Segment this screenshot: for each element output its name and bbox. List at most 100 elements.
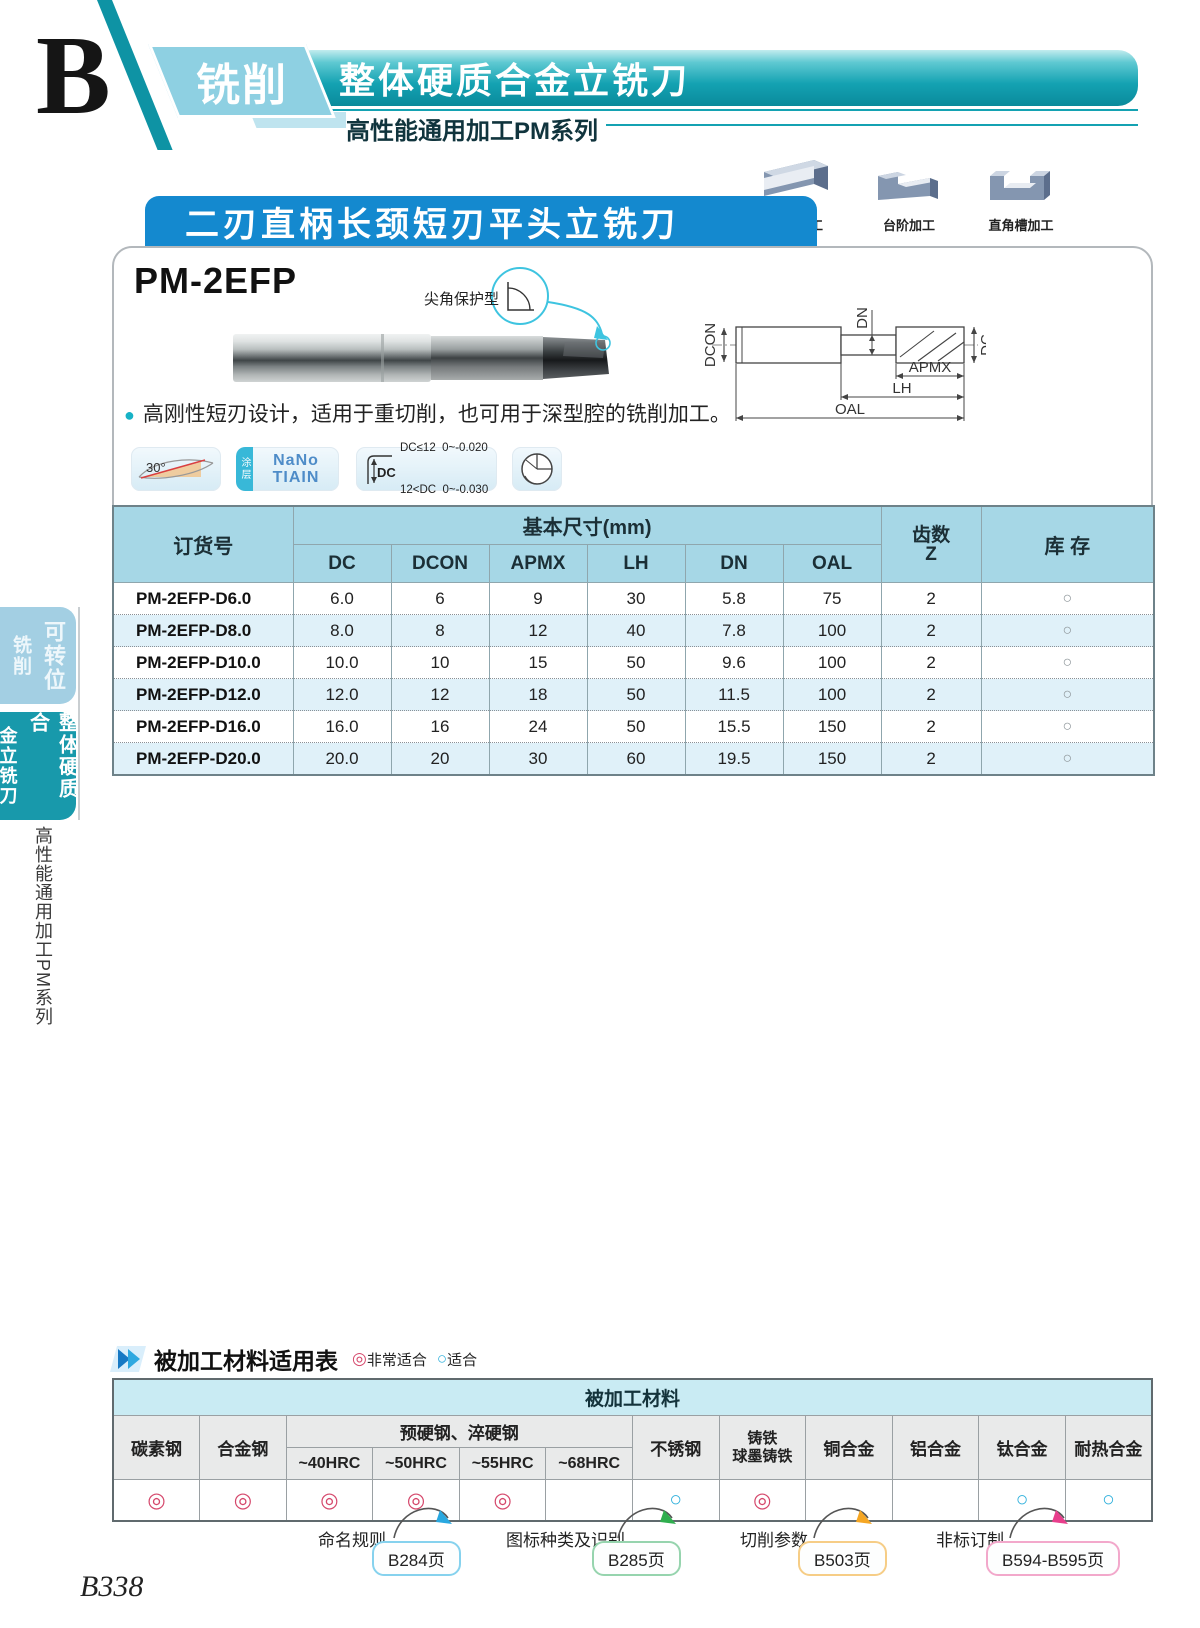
rating-cell: ◎ (458, 1479, 547, 1522)
col-cast-iron: 铸铁 球墨铸铁 (718, 1415, 807, 1480)
stock-header: 库 存 (980, 505, 1155, 583)
link-custom-order-label: 非标订制 (936, 1531, 1004, 1550)
category-tab[interactable]: 铣削 (148, 44, 336, 118)
helix-angle-value: 30° (146, 460, 166, 475)
link-arrow-icon (393, 1507, 452, 1539)
teeth-cell: 2 (880, 710, 982, 743)
tolerance-symbol: DC (377, 465, 396, 480)
link-arrow-icon (617, 1507, 676, 1539)
col-stainless-steel: 不锈钢 (631, 1415, 720, 1480)
spec-table: 订货号 基本尺寸(mm) 齿数 Z 库 存 DC DCON APMX LH DN… (112, 505, 1156, 776)
rating-cell: ○ (631, 1479, 720, 1522)
description-text: 高刚性短刃设计，适用于重切削，也可用于深型腔的铣削加工。 (142, 403, 731, 426)
teeth-cell: 2 (880, 678, 982, 711)
page-title: 整体硬质合金立铣刀 (339, 60, 691, 101)
col-aluminum-alloy: 铝合金 (891, 1415, 980, 1480)
dim-cell: 24 (488, 710, 588, 743)
col-hrc: ~55HRC (458, 1447, 547, 1480)
col-titanium-alloy: 钛合金 (978, 1415, 1066, 1480)
product-description: ● 高刚性短刃设计，适用于重切削，也可用于深型腔的铣削加工。 (124, 398, 731, 428)
order-header: 订货号 (112, 505, 294, 583)
spec-row[interactable]: PM-2EFP-D10.0 10.0 10 15 50 9.6 100 2 ○ (112, 646, 1155, 679)
dims-group-header: 基本尺寸(mm) (292, 505, 882, 545)
material-span-row: 被加工材料 (112, 1378, 1153, 1416)
dim-cell: 50 (586, 678, 686, 711)
dim-cell: 7.8 (684, 614, 784, 647)
dim-cell: 75 (782, 582, 882, 615)
dim-cell: 60 (586, 742, 686, 775)
slot-machining-icon (990, 171, 1050, 200)
link-cutting-params-page[interactable]: B503页 (798, 1541, 887, 1576)
dim-cell: 50 (586, 646, 686, 679)
dim-cell: 12 (390, 678, 490, 711)
link-arrow-icon (813, 1507, 872, 1539)
col-hardened-steel-group: 预硬钢、淬硬钢 (285, 1415, 633, 1448)
tip-protection-label: 尖角保护型 (424, 291, 500, 308)
spec-row[interactable]: PM-2EFP-D6.0 6.0 6 9 30 5.8 75 2 ○ (112, 582, 1155, 615)
material-header-row: 碳素钢 合金钢 预硬钢、淬硬钢 不锈钢 铸铁 球墨铸铁 铜合金 铝合金 钛合金 … (112, 1415, 1153, 1480)
dim-cell: 30 (488, 742, 588, 775)
machining-step: 台阶加工 (864, 150, 954, 234)
machining-icons: 侧面加工 台阶加工 直角槽加工 (752, 150, 1066, 234)
product-model: PM-2EFP (134, 260, 298, 301)
teeth-cell: 2 (880, 614, 982, 647)
dim-col-header: OAL (782, 544, 882, 583)
dim-cell: 50 (586, 710, 686, 743)
drawing-label-oal: OAL (835, 401, 865, 418)
coating-tab-label: 涂层 (236, 447, 253, 491)
spec-row[interactable]: PM-2EFP-D16.0 16.0 16 24 50 15.5 150 2 ○ (112, 710, 1155, 743)
material-span-header: 被加工材料 (112, 1378, 1153, 1416)
order-number: PM-2EFP-D16.0 (112, 710, 294, 743)
legend-excellent-label: 非常适合 (366, 1351, 427, 1369)
col-hrc: ~68HRC (545, 1447, 633, 1480)
link-naming-rules-page[interactable]: B284页 (372, 1541, 461, 1576)
tolerance-icon: DC (367, 455, 396, 484)
spec-row[interactable]: PM-2EFP-D12.0 12.0 12 18 50 11.5 100 2 ○ (112, 678, 1155, 711)
dimension-drawing: DCON DN DC APMX LH OAL (702, 307, 986, 421)
dim-cell: 12.0 (292, 678, 392, 711)
material-table: 被加工材料 碳素钢 合金钢 预硬钢、淬硬钢 不锈钢 铸铁 球墨铸铁 铜合金 铝合… (112, 1378, 1153, 1522)
section-letter: B (36, 14, 111, 138)
stock-indicator: ○ (980, 646, 1155, 679)
dim-cell: 6 (390, 582, 490, 615)
stock-indicator: ○ (980, 582, 1155, 615)
link-custom-order-page[interactable]: B594-B595页 (986, 1541, 1121, 1576)
rating-cell (545, 1479, 633, 1522)
feature-end-view (512, 447, 562, 491)
teeth-cell: 2 (880, 742, 982, 775)
dim-cell: 40 (586, 614, 686, 647)
order-number: PM-2EFP-D6.0 (112, 582, 294, 615)
teeth-cell: 2 (880, 646, 982, 679)
tolerance-values: DC≤12 0~-0.020 12<DC 0~-0.030 (400, 442, 489, 496)
dim-cell: 6.0 (292, 582, 392, 615)
dim-cell: 100 (782, 678, 882, 711)
series-title: 高性能通用加工PM系列 (346, 111, 606, 146)
stock-indicator: ○ (980, 678, 1155, 711)
section-title: 二刃直柄长颈短刃平头立铣刀 (145, 196, 817, 246)
spec-row[interactable]: PM-2EFP-D8.0 8.0 8 12 40 7.8 100 2 ○ (112, 614, 1155, 647)
sidebar-series-label: 高性能通用加工PM系列 (33, 826, 53, 1026)
dim-cell: 30 (586, 582, 686, 615)
machining-slot: 直角槽加工 (976, 150, 1066, 234)
order-number: PM-2EFP-D12.0 (112, 678, 294, 711)
end-view-icon (521, 453, 553, 485)
page-number: B338 (80, 1570, 144, 1603)
dim-cell: 9 (488, 582, 588, 615)
link-icon-types-page[interactable]: B285页 (592, 1541, 681, 1576)
spec-row[interactable]: PM-2EFP-D20.0 20.0 20 30 60 19.5 150 2 ○ (112, 742, 1155, 775)
sidebar-tab-solid-carbide-endmill[interactable]: 金立铣刀 整体硬质合 (0, 712, 78, 820)
order-number: PM-2EFP-D10.0 (112, 646, 294, 679)
drawing-label-apmx: APMX (909, 359, 952, 376)
dim-cell: 150 (782, 742, 882, 775)
double-chevron-icon (110, 1346, 146, 1372)
link-arrow-icon (1009, 1507, 1068, 1539)
col-hrc: ~40HRC (285, 1447, 374, 1480)
feature-coating: 涂层 NaNo TIAIN (236, 447, 339, 491)
sidebar-tab-indexable-milling[interactable]: 铣削 可转位 (0, 607, 76, 704)
teeth-cell: 2 (880, 582, 982, 615)
order-number: PM-2EFP-D8.0 (112, 614, 294, 647)
dim-cell: 150 (782, 710, 882, 743)
rating-cell: ◎ (199, 1479, 287, 1522)
legend-excellent-icon: ◎ (352, 1349, 367, 1368)
